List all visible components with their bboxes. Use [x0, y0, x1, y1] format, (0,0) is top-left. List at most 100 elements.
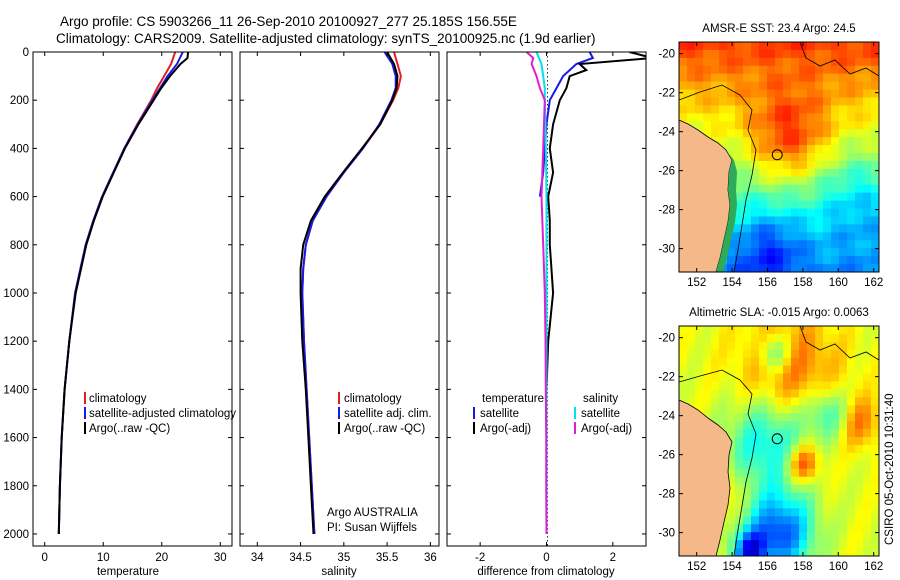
sst-cell [847, 145, 856, 154]
sla-cell [775, 381, 784, 390]
sst-cell [759, 89, 768, 98]
sst-cell [679, 113, 688, 122]
sla-cell [679, 365, 688, 374]
sla-cell [759, 405, 768, 414]
sla-cell [791, 508, 800, 517]
sla-cell [871, 492, 879, 501]
sst-cell [751, 264, 760, 272]
sst-cell [807, 113, 816, 122]
sst-cell [783, 184, 792, 194]
sst-cell [823, 208, 832, 217]
sla-cell [743, 540, 752, 549]
sst-cell [807, 153, 816, 162]
sst-cell [863, 184, 872, 194]
sla-cell [767, 389, 776, 398]
sst-cell [847, 137, 856, 146]
sst-cell [815, 153, 824, 162]
sla-cell [743, 341, 752, 351]
sla-cell [823, 548, 832, 556]
sst-cell [759, 240, 768, 249]
sst-cell [751, 97, 760, 106]
sst-cell [791, 65, 800, 75]
sla-cell [735, 349, 744, 359]
sst-cell [839, 200, 848, 209]
sst-map-frame [678, 41, 880, 273]
sst-cell [855, 42, 864, 51]
sla-cell [839, 357, 848, 367]
sst-cell [799, 57, 808, 67]
sla-cell [807, 365, 816, 374]
sla-cell [823, 500, 832, 509]
sst-cell [751, 81, 760, 90]
sla-cell [799, 492, 808, 501]
sla-cell [759, 516, 768, 525]
sla-cell [871, 405, 879, 414]
sla-cell [687, 341, 696, 351]
sst-cell [775, 145, 784, 154]
sla-cell [815, 365, 824, 374]
sla-cell [815, 524, 824, 533]
sst-map-lon-label: 154 [723, 277, 743, 289]
sst-cell [775, 137, 784, 146]
sla-cell [727, 373, 736, 382]
sst-cell [735, 256, 744, 265]
sst-cell [807, 232, 816, 241]
sst-cell [751, 224, 760, 233]
sst-cell [799, 256, 808, 265]
sla-cell [831, 548, 840, 556]
sst-cell [839, 105, 848, 114]
sla-cell [751, 532, 760, 541]
sst-cell [839, 137, 848, 146]
sla-cell [743, 460, 752, 470]
sst-cell [871, 224, 879, 233]
sst-cell [711, 129, 720, 138]
sla-cell [823, 429, 832, 438]
sla-cell [823, 381, 832, 390]
sst-cell [711, 73, 720, 83]
sst-cell [759, 216, 768, 225]
sst-cell [815, 57, 824, 67]
sla-cell [775, 421, 784, 430]
sst-cell [767, 121, 776, 130]
sst-cell [783, 137, 792, 146]
sst-cell [695, 121, 704, 130]
sla-cell [783, 524, 792, 533]
sst-cell [831, 160, 840, 170]
sla-cell [831, 413, 840, 422]
sla-cell [783, 349, 792, 359]
sla-cell [719, 413, 728, 422]
sst-cell [743, 192, 752, 202]
sla-cell [735, 341, 744, 351]
sst-cell [831, 73, 840, 83]
temperature-ytick-label: 1000 [3, 288, 29, 300]
sst-cell [767, 248, 776, 257]
sst-cell [719, 57, 728, 67]
sst-cell [871, 256, 879, 265]
sst-cell [815, 248, 824, 257]
sst-cell [695, 49, 704, 59]
sla-cell [823, 437, 832, 446]
sla-cell [751, 500, 760, 509]
sla-cell [791, 476, 800, 486]
sst-cell [791, 145, 800, 154]
sla-cell [759, 373, 768, 382]
sst-cell [679, 89, 688, 98]
temperature-axes-frame [32, 51, 233, 547]
sst-cell [847, 105, 856, 114]
sla-cell [799, 468, 808, 478]
sst-cell [823, 240, 832, 249]
sst-cell [703, 73, 712, 83]
temperature-ytick-label: 200 [10, 95, 29, 107]
salinity-xtick-label: 35 [337, 552, 350, 564]
sla-cell [815, 357, 824, 367]
sla-cell [735, 365, 744, 374]
sst-cell [839, 176, 848, 186]
sst-cell [831, 184, 840, 194]
sla-cell [703, 397, 712, 406]
sla-cell [767, 452, 776, 462]
sla-cell [767, 508, 776, 517]
sla-cell [775, 349, 784, 359]
sla-cell [695, 389, 704, 398]
sla-cell [839, 540, 848, 549]
sla-cell [719, 389, 728, 398]
